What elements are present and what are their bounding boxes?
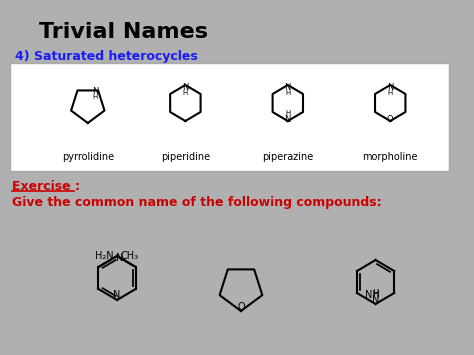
Text: O: O <box>237 302 245 312</box>
FancyBboxPatch shape <box>10 63 449 171</box>
Text: N: N <box>387 82 393 92</box>
Text: morpholine: morpholine <box>363 152 418 162</box>
Text: CH₃: CH₃ <box>121 251 139 261</box>
Text: pyrrolidine: pyrrolidine <box>62 152 114 162</box>
Text: NH: NH <box>365 290 380 300</box>
Text: H: H <box>388 90 393 96</box>
Text: 4) Saturated heterocycles: 4) Saturated heterocycles <box>15 50 197 63</box>
Text: piperidine: piperidine <box>161 152 210 162</box>
Text: N: N <box>116 253 124 263</box>
Text: Trivial Names: Trivial Names <box>39 22 208 42</box>
Text: H: H <box>92 94 98 100</box>
Text: H: H <box>373 289 379 297</box>
Text: H: H <box>285 110 291 116</box>
Text: N: N <box>284 82 291 92</box>
Text: Exercise :: Exercise : <box>12 180 80 193</box>
Text: N: N <box>92 87 99 96</box>
Text: O: O <box>387 115 393 124</box>
Text: H: H <box>183 90 188 96</box>
Text: piperazine: piperazine <box>262 152 313 162</box>
Text: N: N <box>182 82 189 92</box>
Text: H₂N: H₂N <box>94 251 113 261</box>
Text: Give the common name of the following compounds:: Give the common name of the following co… <box>12 196 381 209</box>
Text: N: N <box>284 115 291 124</box>
Text: N: N <box>113 290 121 300</box>
Text: N: N <box>372 295 379 305</box>
Text: H: H <box>285 90 291 96</box>
